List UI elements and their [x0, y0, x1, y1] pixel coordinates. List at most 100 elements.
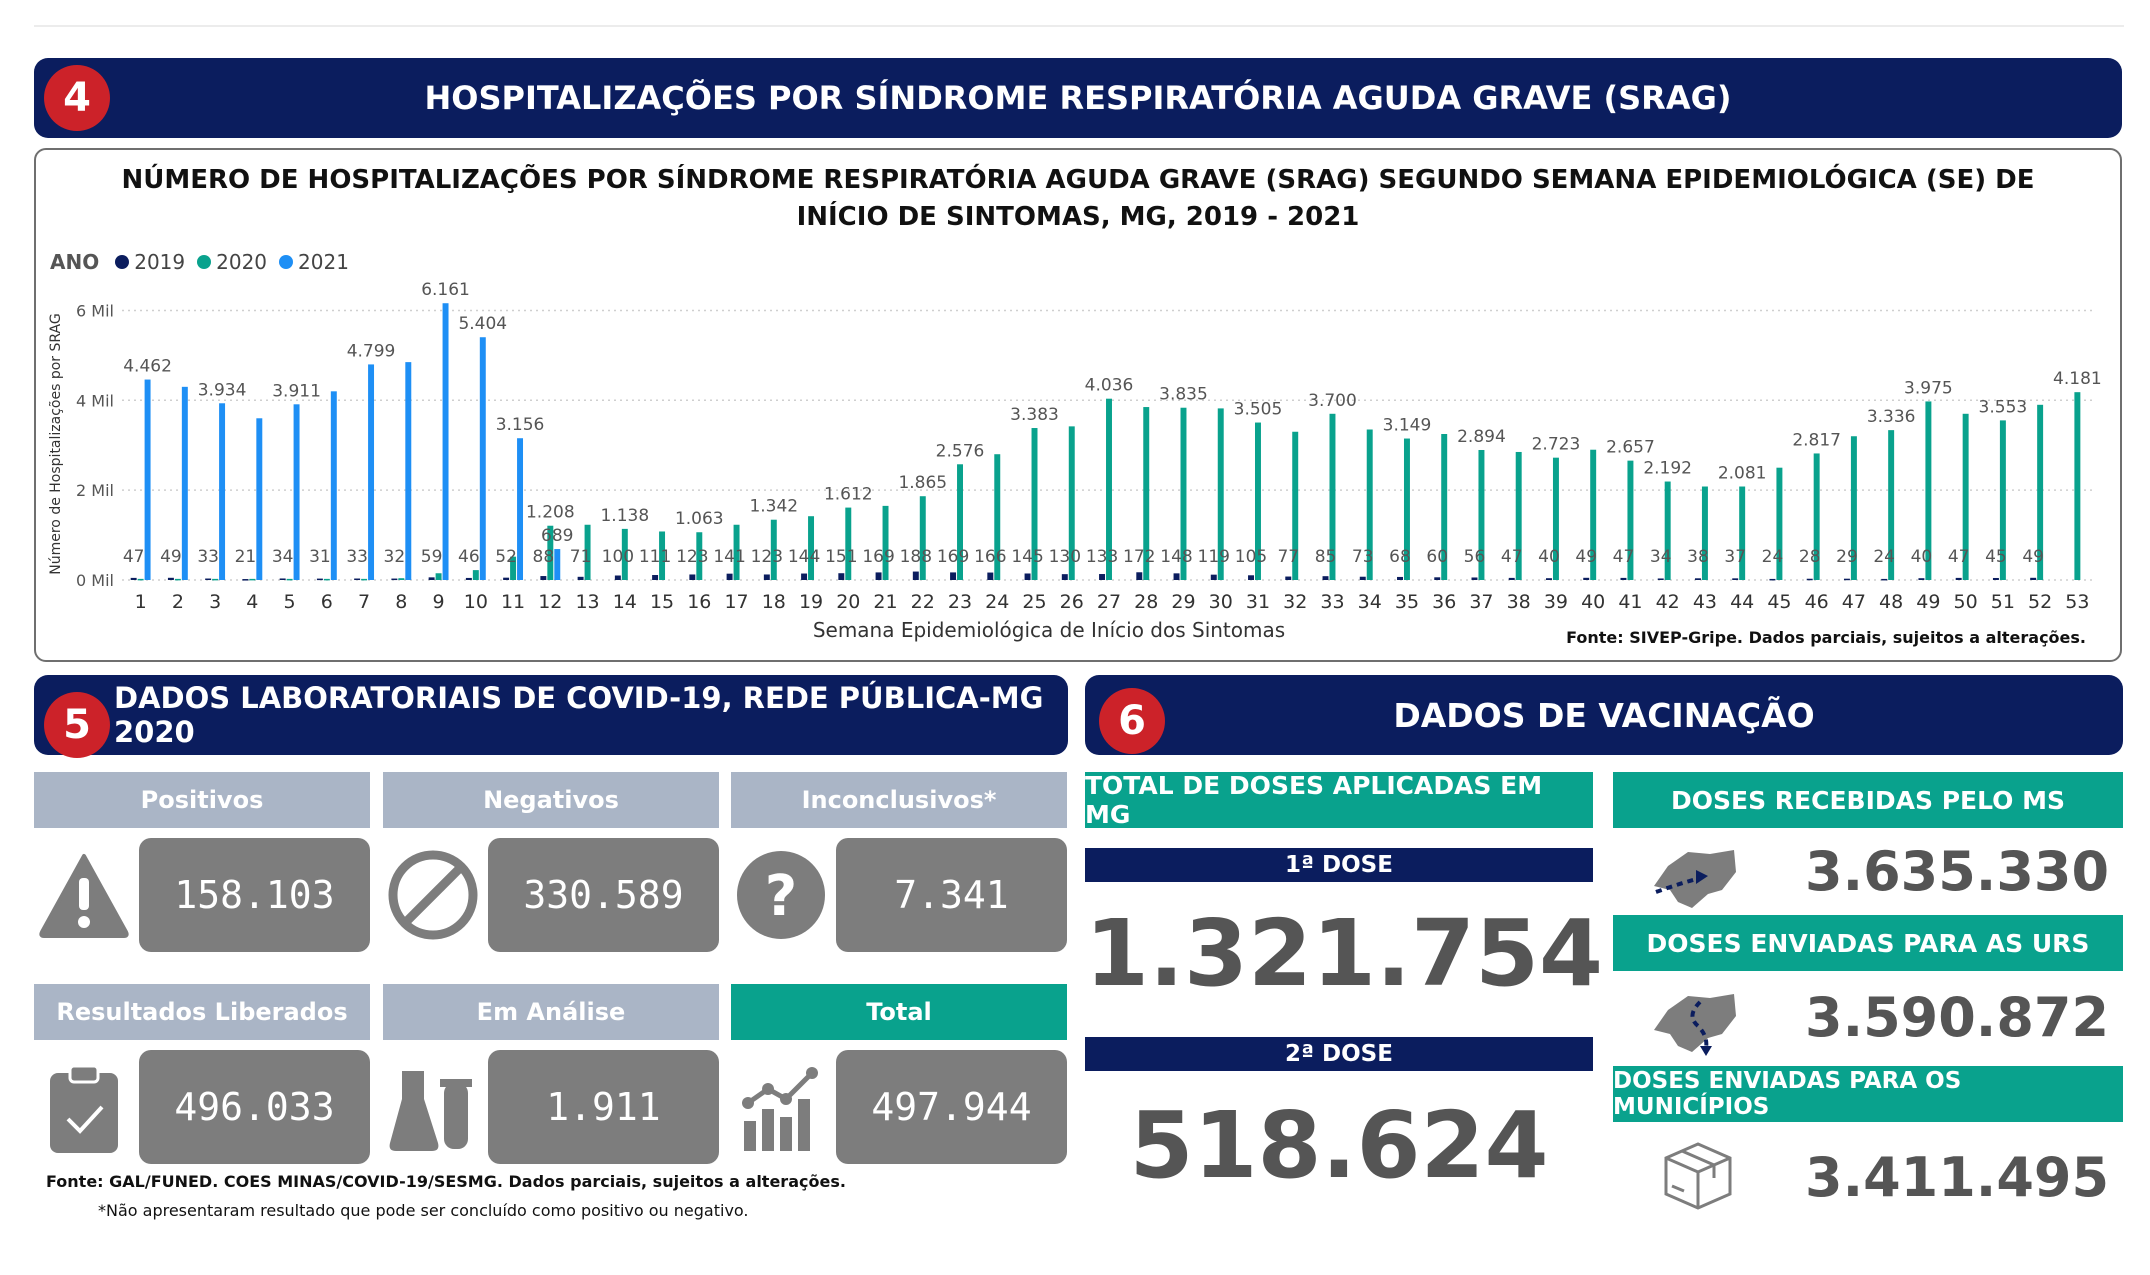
bar-2020-week-13: [584, 524, 591, 580]
data-label-2020-week-16: 1.063: [675, 509, 724, 529]
data-label-2019-week-36: 60: [1426, 547, 1448, 567]
bar-2020-week-25: [1031, 428, 1038, 580]
bar-2021-week-11: [517, 438, 524, 580]
x-tick-label: 13: [575, 591, 599, 613]
bar-2019-week-51: [1992, 577, 1999, 580]
x-tick-label: 5: [284, 591, 296, 613]
legend-dot-2020: [197, 255, 212, 269]
package-box-icon: [1662, 1140, 1734, 1216]
bar-2020-week-43: [1701, 486, 1708, 580]
bar-2019-week-32: [1285, 576, 1292, 580]
y-tick-label: 6 Mil: [76, 301, 114, 320]
data-label-2019-week-7: 33: [346, 547, 368, 567]
x-tick-label: 21: [873, 591, 897, 613]
srag-chart-panel: NÚMERO DE HOSPITALIZAÇÕES POR SÍNDROME R…: [34, 148, 2122, 662]
bar-2019-week-18: [763, 574, 770, 580]
bar-2020-week-17: [733, 524, 740, 580]
bar-2020-week-32: [1292, 431, 1299, 580]
bar-2019-week-50: [1955, 577, 1962, 580]
section-number-badge-6: 6: [1099, 688, 1165, 754]
x-tick-label: 41: [1618, 591, 1642, 613]
bar-2019-week-17: [726, 573, 733, 580]
data-label-2020-week-18: 1.342: [749, 497, 798, 517]
data-label-2019-week-30: 119: [1198, 547, 1230, 567]
data-label-2019-week-22: 188: [900, 547, 932, 567]
bar-2019-week-43: [1694, 578, 1701, 580]
clipboard-check-icon: [34, 1054, 134, 1164]
bar-2020-week-46: [1813, 453, 1820, 580]
legend-item-2019[interactable]: 2019: [115, 250, 185, 274]
x-tick-label: 14: [613, 591, 637, 613]
bar-2019-week-10: [465, 577, 472, 580]
bar-2019-week-22: [912, 571, 919, 580]
data-label-2021-week-7: 4.799: [347, 341, 396, 361]
y-tick-label: 2 Mil: [76, 481, 114, 500]
resultados-liberados-header: Resultados Liberados: [34, 984, 370, 1040]
data-label-2020-week-53: 4.181: [2053, 369, 2102, 389]
x-tick-label: 39: [1544, 591, 1568, 613]
bar-2020-week-41: [1627, 460, 1634, 580]
svg-text:?: ?: [765, 864, 797, 929]
x-tick-label: 7: [358, 591, 370, 613]
bar-2019-week-48: [1881, 578, 1888, 581]
bar-2019-week-13: [577, 576, 584, 580]
bar-2019-week-33: [1322, 576, 1329, 580]
bar-2020-week-23: [957, 464, 963, 580]
bar-2020-week-16: [696, 532, 703, 580]
legend-label-2019: 2019: [134, 250, 186, 274]
data-label-2019-week-43: 38: [1687, 547, 1709, 567]
bar-2019-week-42: [1657, 578, 1664, 580]
bar-2019-week-29: [1173, 573, 1180, 580]
bar-2020-week-37: [1478, 449, 1485, 580]
lab-source: Fonte: GAL/FUNED. COES MINAS/COVID-19/SE…: [46, 1172, 846, 1191]
x-tick-label: 29: [1171, 591, 1195, 613]
x-tick-label: 43: [1693, 591, 1717, 613]
bar-2021-week-8: [405, 362, 412, 580]
bar-2020-week-49: [1925, 401, 1932, 580]
data-label-2021-week-12: 689: [541, 526, 573, 546]
total-doses-header: TOTAL DE DOSES APLICADAS EM MG: [1085, 771, 1593, 829]
x-tick-label: 1: [135, 591, 147, 613]
x-tick-label: 18: [762, 591, 786, 613]
total-header: Total: [731, 984, 1067, 1040]
x-tick-label: 50: [1954, 591, 1978, 613]
negativos-header: Negativos: [383, 772, 719, 828]
legend-item-2020[interactable]: 2020: [197, 250, 267, 274]
bar-2021-week-5: [293, 404, 300, 580]
data-label-2019-week-39: 40: [1538, 547, 1560, 567]
data-label-2019-week-51: 45: [1985, 547, 2007, 567]
bar-2020-week-28: [1143, 407, 1150, 580]
bar-2020-week-3: [212, 578, 219, 581]
data-label-2019-week-1: 47: [123, 547, 145, 567]
bar-2019-week-8: [391, 578, 398, 581]
growth-chart-icon: [731, 1054, 831, 1164]
bar-2020-week-35: [1403, 438, 1410, 580]
x-tick-label: 33: [1320, 591, 1344, 613]
data-label-2019-week-48: 24: [1873, 547, 1895, 567]
bar-2021-week-2: [181, 386, 188, 580]
bar-2020-week-8: [398, 578, 405, 580]
dose2-value: 518.624: [1129, 1092, 1549, 1199]
data-label-2019-week-6: 31: [309, 547, 331, 567]
legend-item-2021[interactable]: 2021: [279, 250, 349, 274]
positivos-value: 158.103: [139, 838, 370, 952]
bar-2020-week-27: [1106, 398, 1112, 580]
bar-2020-week-47: [1850, 436, 1857, 580]
chart-title: NÚMERO DE HOSPITALIZAÇÕES POR SÍNDROME R…: [121, 165, 2035, 232]
bar-2019-week-5: [279, 578, 286, 580]
vaccination-section-title: DADOS DE VACINAÇÃO: [1393, 695, 1815, 735]
bar-2019-week-31: [1248, 575, 1255, 580]
bar-2020-week-42: [1664, 481, 1671, 580]
bar-2020-week-2: [174, 578, 181, 581]
data-label-2019-week-23: 169: [937, 547, 969, 567]
data-label-2019-week-12: 88: [533, 547, 555, 567]
vaccination-section-banner: DADOS DE VACINAÇÃO: [1085, 675, 2123, 755]
positivos-header: Positivos: [34, 772, 370, 828]
dose2-label: 2ª DOSE: [1085, 1037, 1593, 1071]
mg-map-arrow-icon: [1648, 846, 1740, 918]
bar-2019-week-1: [130, 577, 137, 580]
bar-2020-week-10: [472, 570, 479, 580]
data-label-2019-week-5: 34: [272, 547, 294, 567]
x-tick-label: 36: [1432, 591, 1456, 613]
bar-2019-week-46: [1806, 578, 1813, 581]
